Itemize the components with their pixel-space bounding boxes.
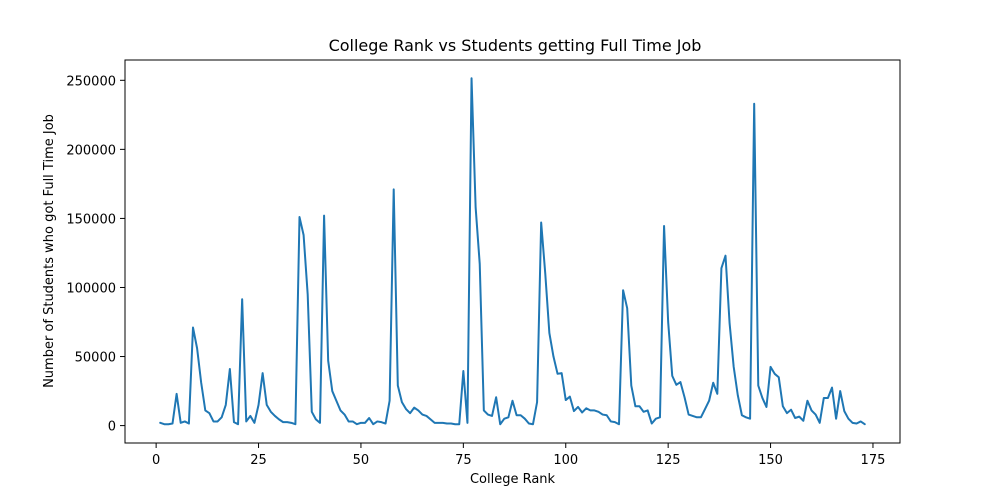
x-tick-label: 25 bbox=[250, 453, 267, 468]
y-tick-label: 200000 bbox=[66, 143, 116, 158]
x-tick-label: 75 bbox=[455, 453, 472, 468]
x-tick-label: 150 bbox=[758, 453, 783, 468]
x-axis-label: College Rank bbox=[470, 472, 556, 487]
y-axis: 0 50000 100000 150000 200000 250000 bbox=[66, 74, 125, 435]
y-tick-label: 150000 bbox=[66, 212, 116, 227]
series-line bbox=[159, 77, 866, 426]
y-tick-label: 100000 bbox=[66, 281, 116, 296]
x-tick-label: 100 bbox=[553, 453, 578, 468]
x-tick-label: 125 bbox=[656, 453, 681, 468]
x-tick-label: 50 bbox=[353, 453, 370, 468]
y-axis-label: Number of Students who got Full Time Job bbox=[42, 114, 57, 388]
plot-frame bbox=[124, 59, 901, 444]
x-axis: 0 25 50 75 100 125 150 175 bbox=[152, 443, 885, 468]
plot-area bbox=[124, 59, 901, 444]
x-tick-label: 175 bbox=[861, 453, 886, 468]
y-tick-label: 250000 bbox=[66, 74, 116, 89]
x-tick-label: 0 bbox=[152, 453, 160, 468]
y-tick-label: 50000 bbox=[75, 351, 116, 366]
y-tick-label: 0 bbox=[108, 420, 116, 435]
chart-title: College Rank vs Students getting Full Ti… bbox=[329, 36, 702, 55]
